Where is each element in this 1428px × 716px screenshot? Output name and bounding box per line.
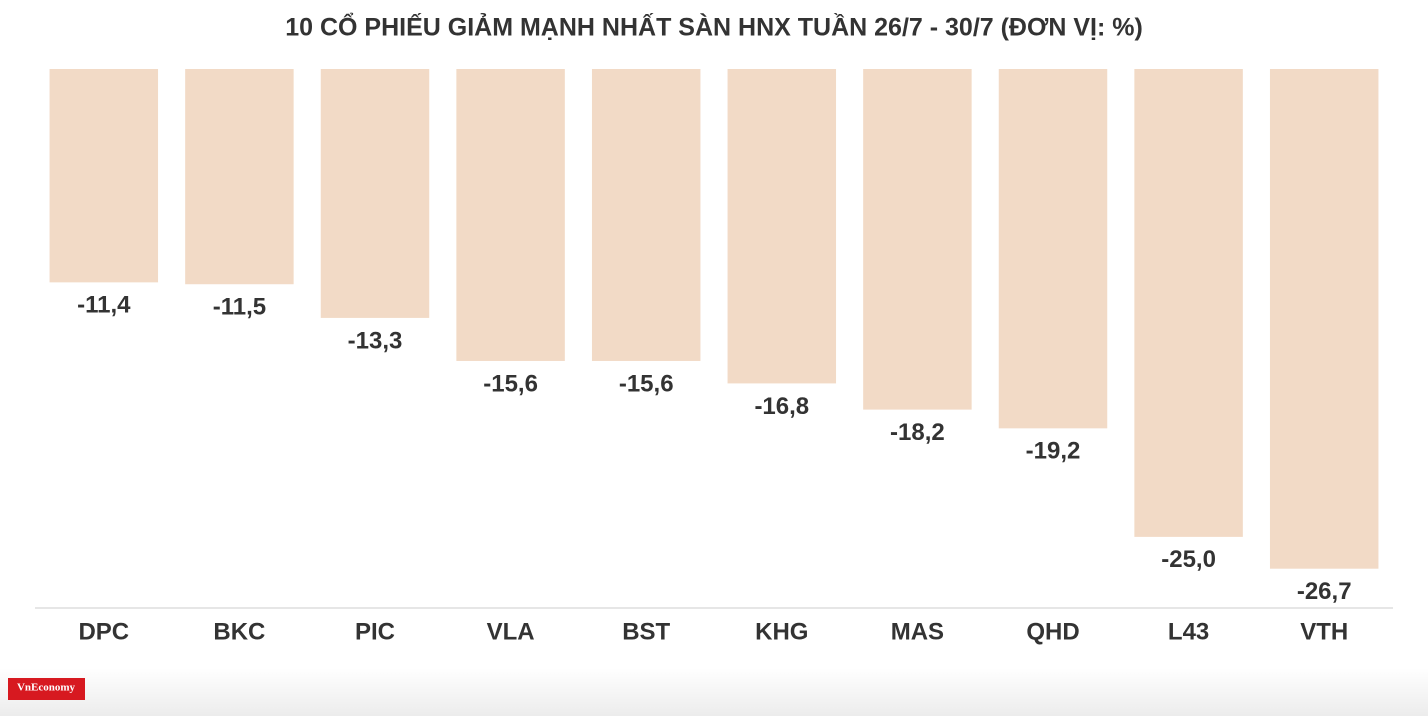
x-tick-label: PIC	[355, 618, 395, 645]
x-tick-label: BST	[622, 618, 670, 645]
bar	[1269, 69, 1379, 569]
value-label: -11,5	[213, 294, 266, 321]
bar	[1134, 69, 1243, 537]
value-label: -15,6	[483, 370, 538, 397]
x-tick-label: VLA	[487, 618, 535, 645]
bar	[456, 69, 565, 361]
x-tick-label: VTH	[1300, 618, 1348, 645]
bar	[320, 69, 430, 318]
footer-band	[0, 668, 1428, 716]
bar	[49, 69, 159, 283]
value-label: -26,7	[1297, 578, 1352, 605]
value-label: -18,2	[890, 419, 945, 446]
value-label: -13,3	[348, 327, 403, 354]
x-tick-label: BKC	[213, 618, 265, 645]
x-tick-label: L43	[1168, 618, 1209, 645]
x-tick-label: QHD	[1026, 618, 1079, 645]
x-tick-label: MAS	[891, 618, 944, 645]
bar	[863, 69, 972, 410]
chart-title: 10 CỔ PHIẾU GIẢM MẠNH NHẤT SÀN HNX TUẦN …	[285, 12, 1143, 42]
logo-box	[8, 678, 85, 700]
value-label: -11,4	[77, 292, 131, 319]
bar	[591, 69, 701, 361]
x-tick-label: DPC	[78, 618, 129, 645]
x-tick-label: KHG	[755, 618, 808, 645]
bar	[185, 69, 294, 285]
value-label: -19,2	[1026, 438, 1081, 465]
value-label: -15,6	[619, 370, 674, 397]
value-label: -16,8	[754, 393, 809, 420]
value-label: -25,0	[1161, 546, 1216, 573]
bar	[998, 69, 1108, 429]
bar	[727, 69, 837, 384]
logo: VnEconomy	[17, 682, 76, 694]
